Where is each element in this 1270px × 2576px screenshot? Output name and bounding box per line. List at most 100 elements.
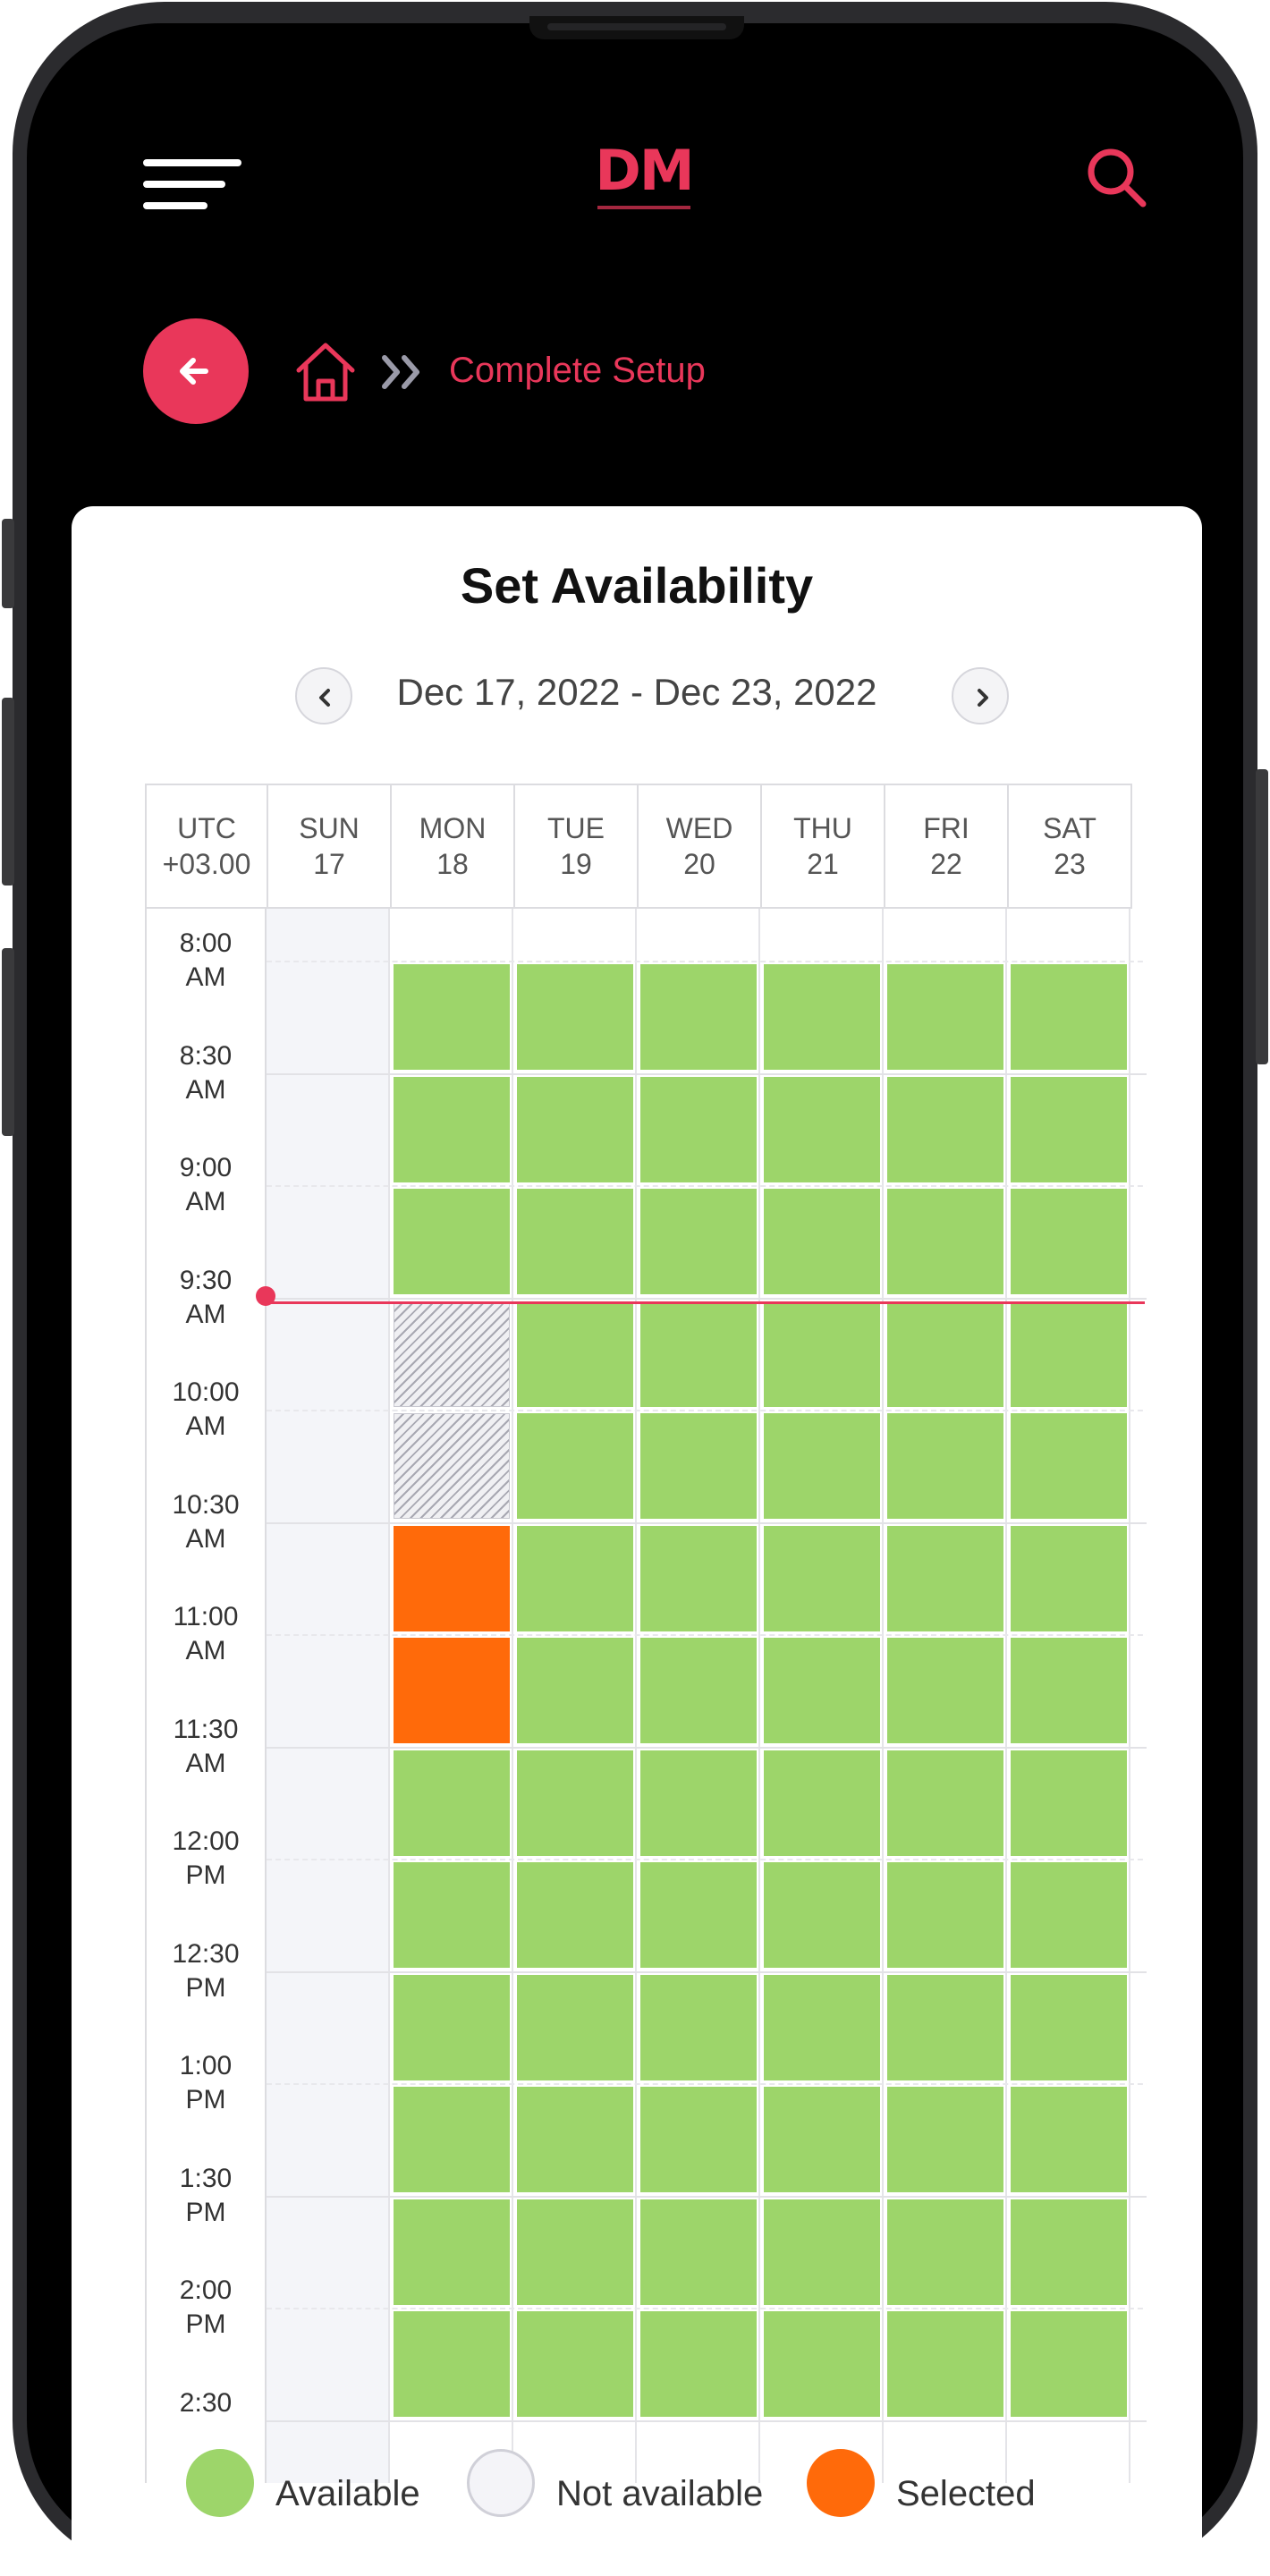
time-slot-available[interactable] bbox=[887, 1076, 1003, 1182]
time-slot-available[interactable] bbox=[394, 1750, 510, 1856]
time-slot-available[interactable] bbox=[517, 1974, 633, 2080]
time-slot-available[interactable] bbox=[1011, 1638, 1127, 1743]
day-column-mon bbox=[390, 909, 513, 2483]
time-slot-available[interactable] bbox=[764, 2311, 880, 2417]
time-slot-available[interactable] bbox=[764, 2199, 880, 2305]
time-slot-available[interactable] bbox=[1011, 2087, 1127, 2192]
time-slot-available[interactable] bbox=[764, 1750, 880, 1856]
time-slot-available[interactable] bbox=[887, 2087, 1003, 2192]
time-slot-available[interactable] bbox=[887, 1413, 1003, 1519]
time-slot-available[interactable] bbox=[1011, 1974, 1127, 2080]
logo-text: DM bbox=[595, 138, 694, 203]
time-slot-available[interactable] bbox=[640, 1413, 757, 1519]
time-slot-available[interactable] bbox=[394, 1076, 510, 1182]
time-slot-available[interactable] bbox=[1011, 964, 1127, 1070]
logo: DM bbox=[581, 132, 707, 218]
time-label-period: AM bbox=[185, 1187, 226, 1216]
time-slot-available[interactable] bbox=[764, 1413, 880, 1519]
back-button[interactable] bbox=[143, 318, 249, 424]
time-slot-available[interactable] bbox=[517, 964, 633, 1070]
time-slot-available[interactable] bbox=[887, 964, 1003, 1070]
prev-week-button[interactable] bbox=[295, 667, 352, 724]
grid-line bbox=[267, 1410, 1147, 1411]
time-slot-available[interactable] bbox=[517, 2199, 633, 2305]
availability-grid: UTC +03.00 SUN 17 MON 18 TUE 19 WED 20 T… bbox=[145, 784, 1147, 2483]
time-slot-available[interactable] bbox=[394, 1862, 510, 1968]
time-slot-available[interactable] bbox=[764, 1076, 880, 1182]
time-slot-available[interactable] bbox=[1011, 1076, 1127, 1182]
time-slot-available[interactable] bbox=[1011, 1301, 1127, 1407]
time-slot-available[interactable] bbox=[764, 1525, 880, 1631]
time-slot-available[interactable] bbox=[517, 1638, 633, 1743]
time-slot-available[interactable] bbox=[764, 1189, 880, 1294]
time-slot-available[interactable] bbox=[394, 2199, 510, 2305]
time-slot-available[interactable] bbox=[517, 1525, 633, 1631]
home-icon[interactable] bbox=[292, 338, 360, 406]
time-slot-available[interactable] bbox=[640, 1638, 757, 1743]
current-time-dot bbox=[256, 1286, 275, 1306]
time-label-period: PM bbox=[185, 1860, 226, 1890]
time-slot-available[interactable] bbox=[1011, 2199, 1127, 2305]
time-slot-available[interactable] bbox=[887, 1862, 1003, 1968]
time-slot-available[interactable] bbox=[517, 1750, 633, 1856]
time-slot-available[interactable] bbox=[640, 964, 757, 1070]
time-slot-available[interactable] bbox=[517, 1862, 633, 1968]
time-slot-available[interactable] bbox=[640, 1750, 757, 1856]
day-date: 19 bbox=[560, 848, 592, 880]
time-slot-available[interactable] bbox=[640, 2199, 757, 2305]
side-button bbox=[1256, 769, 1268, 1064]
time-slot-available[interactable] bbox=[764, 964, 880, 1070]
time-slot-available[interactable] bbox=[887, 1301, 1003, 1407]
time-slot-available[interactable] bbox=[887, 1638, 1003, 1743]
time-slot-available[interactable] bbox=[887, 1750, 1003, 1856]
time-slot-available[interactable] bbox=[640, 1301, 757, 1407]
time-slot-available[interactable] bbox=[640, 1525, 757, 1631]
time-slot-available[interactable] bbox=[887, 1525, 1003, 1631]
next-week-button[interactable] bbox=[952, 667, 1009, 724]
time-slot-available[interactable] bbox=[764, 2087, 880, 2192]
time-slot-available[interactable] bbox=[640, 1862, 757, 1968]
legend-selected-swatch bbox=[807, 2449, 875, 2517]
time-slot-available[interactable] bbox=[394, 2311, 510, 2417]
time-slot-available[interactable] bbox=[764, 1862, 880, 1968]
time-slot-available[interactable] bbox=[517, 1189, 633, 1294]
grid-line bbox=[267, 1746, 1147, 1749]
time-slot-available[interactable] bbox=[1011, 1525, 1127, 1631]
time-slot-available[interactable] bbox=[517, 2311, 633, 2417]
time-slot-available[interactable] bbox=[517, 1076, 633, 1182]
time-slot-available[interactable] bbox=[394, 2087, 510, 2192]
time-slot-available[interactable] bbox=[1011, 1750, 1127, 1856]
breadcrumb-current[interactable]: Complete Setup bbox=[449, 351, 706, 390]
time-slot-available[interactable] bbox=[394, 964, 510, 1070]
time-slot-available[interactable] bbox=[887, 1974, 1003, 2080]
day-header-tue: TUE 19 bbox=[513, 784, 639, 909]
day-header-thu: THU 21 bbox=[760, 784, 885, 909]
time-slot-available[interactable] bbox=[640, 1189, 757, 1294]
day-name: SAT bbox=[1043, 812, 1096, 844]
time-slot-available[interactable] bbox=[764, 1974, 880, 2080]
time-slot-available[interactable] bbox=[1011, 2311, 1127, 2417]
menu-icon[interactable] bbox=[143, 159, 241, 209]
time-slot-available[interactable] bbox=[887, 2199, 1003, 2305]
time-slot-available[interactable] bbox=[887, 1189, 1003, 1294]
time-slot-available[interactable] bbox=[517, 2087, 633, 2192]
time-slot-available[interactable] bbox=[640, 1974, 757, 2080]
time-slot-available[interactable] bbox=[394, 1974, 510, 2080]
time-slot-available[interactable] bbox=[764, 1301, 880, 1407]
time-slot-available[interactable] bbox=[640, 1076, 757, 1182]
time-slot-available[interactable] bbox=[1011, 1189, 1127, 1294]
day-column-wed bbox=[637, 909, 760, 2483]
time-slot-available[interactable] bbox=[640, 2311, 757, 2417]
time-label-value: 8:00 bbox=[179, 928, 233, 958]
time-slot-available[interactable] bbox=[764, 1638, 880, 1743]
time-slot-available[interactable] bbox=[887, 2311, 1003, 2417]
time-slot-available[interactable] bbox=[1011, 1413, 1127, 1519]
search-icon[interactable] bbox=[1082, 143, 1150, 211]
time-slot-selected[interactable] bbox=[394, 1525, 510, 1631]
time-slot-available[interactable] bbox=[517, 1301, 633, 1407]
time-slot-selected[interactable] bbox=[394, 1638, 510, 1743]
time-slot-available[interactable] bbox=[1011, 1862, 1127, 1968]
time-slot-available[interactable] bbox=[394, 1189, 510, 1294]
time-slot-available[interactable] bbox=[640, 2087, 757, 2192]
time-slot-available[interactable] bbox=[517, 1413, 633, 1519]
